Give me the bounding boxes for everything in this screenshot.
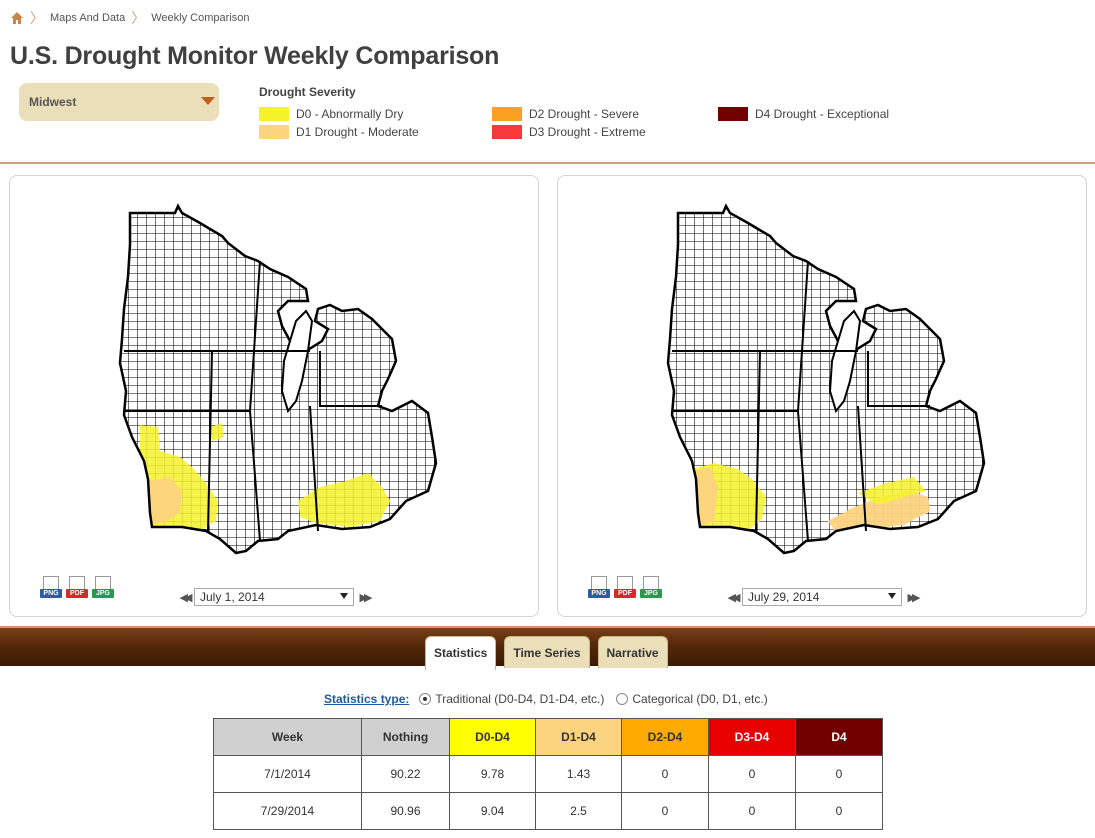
header-d0-d4: D0-D4 xyxy=(449,718,536,756)
chevron-right-icon: 〉 xyxy=(30,10,44,26)
home-icon[interactable] xyxy=(10,11,24,25)
drought-map-right[interactable] xyxy=(658,201,998,561)
tab-time-series[interactable]: Time Series xyxy=(504,636,590,668)
export-jpg-button[interactable]: JPG xyxy=(640,576,662,600)
map-panel-left: PNG PDF JPG ◀◀ July 1, 2014 ▶▶ xyxy=(9,175,539,617)
legend-label-d3: D3 Drought - Extreme xyxy=(529,125,646,139)
export-buttons-right: PNG PDF JPG xyxy=(588,576,662,600)
radio-categorical[interactable] xyxy=(616,693,629,705)
cell-d1-d4: 1.43 xyxy=(535,755,622,793)
date-nav-right: ◀◀ July 29, 2014 ▶▶ xyxy=(724,588,920,606)
breadcrumb: 〉 Maps And Data 〉 Weekly Comparison xyxy=(10,10,249,26)
cell-week: 7/1/2014 xyxy=(213,755,362,793)
tab-statistics[interactable]: Statistics xyxy=(425,636,497,670)
dropdown-arrow-icon xyxy=(201,97,215,105)
legend-swatch-d1 xyxy=(259,125,289,139)
export-png-button[interactable]: PNG xyxy=(588,576,610,600)
cell-d2-d4: 0 xyxy=(621,792,709,830)
legend-swatch-d2 xyxy=(492,107,522,121)
page-title: U.S. Drought Monitor Weekly Comparison xyxy=(10,42,500,70)
export-pdf-button[interactable]: PDF xyxy=(614,576,636,600)
cell-week: 7/29/2014 xyxy=(213,792,362,830)
legend-item-d3: D3 Drought - Extreme xyxy=(492,125,646,139)
date-select-left-value: July 1, 2014 xyxy=(200,590,265,604)
legend-item-d1: D1 Drought - Moderate xyxy=(259,125,419,139)
cell-d0-d4: 9.04 xyxy=(449,792,536,830)
map-panel-right: PNG PDF JPG ◀◀ July 29, 2014 ▶▶ xyxy=(557,175,1087,617)
radio-traditional[interactable] xyxy=(419,693,432,705)
date-nav-left: ◀◀ July 1, 2014 ▶▶ xyxy=(176,588,372,606)
dropdown-arrow-icon xyxy=(888,593,896,599)
jpg-icon: JPG xyxy=(640,589,662,598)
header-nothing: Nothing xyxy=(361,718,450,756)
cell-d2-d4: 0 xyxy=(621,755,709,793)
pdf-icon: PDF xyxy=(66,589,88,598)
cell-d1-d4: 2.5 xyxy=(535,792,622,830)
table-row: 7/1/2014 90.22 9.78 1.43 0 0 0 xyxy=(213,755,883,793)
prev-week-icon[interactable]: ◀◀ xyxy=(727,591,741,604)
dropdown-arrow-icon xyxy=(340,593,348,599)
export-pdf-button[interactable]: PDF xyxy=(66,576,88,600)
legend-title: Drought Severity xyxy=(259,85,356,99)
statistics-type-label[interactable]: Statistics type: xyxy=(324,692,410,706)
pdf-icon: PDF xyxy=(614,589,636,598)
drought-severity-legend: Drought Severity xyxy=(259,85,356,107)
divider xyxy=(0,162,1095,164)
legend-swatch-d4 xyxy=(718,107,748,121)
header-week: Week xyxy=(213,718,362,756)
statistics-table: Week Nothing D0-D4 D1-D4 D2-D4 D3-D4 D4 … xyxy=(213,718,883,830)
table-row: 7/29/2014 90.96 9.04 2.5 0 0 0 xyxy=(213,792,883,830)
legend-item-d2: D2 Drought - Severe xyxy=(492,107,639,121)
export-buttons-left: PNG PDF JPG xyxy=(40,576,114,600)
png-icon: PNG xyxy=(588,589,610,598)
header-d2-d4: D2-D4 xyxy=(621,718,709,756)
legend-label-d0: D0 - Abnormally Dry xyxy=(296,107,404,121)
legend-label-d2: D2 Drought - Severe xyxy=(529,107,640,121)
header-d1-d4: D1-D4 xyxy=(535,718,622,756)
cell-d3-d4: 0 xyxy=(708,792,796,830)
statistics-type-traditional[interactable]: Traditional (D0-D4, D1-D4, etc.) xyxy=(419,692,604,706)
next-week-icon[interactable]: ▶▶ xyxy=(359,591,373,604)
cell-d0-d4: 9.78 xyxy=(449,755,536,793)
export-jpg-button[interactable]: JPG xyxy=(92,576,114,600)
legend-swatch-d3 xyxy=(492,125,522,139)
next-week-icon[interactable]: ▶▶ xyxy=(907,591,921,604)
date-select-right[interactable]: July 29, 2014 xyxy=(742,588,902,606)
chevron-right-icon: 〉 xyxy=(131,10,146,26)
cell-d4: 0 xyxy=(795,792,883,830)
region-select[interactable]: Midwest xyxy=(19,83,219,121)
cell-nothing: 90.96 xyxy=(361,792,450,830)
export-png-button[interactable]: PNG xyxy=(40,576,62,600)
header-d3-d4: D3-D4 xyxy=(708,718,796,756)
statistics-type: Statistics type: Traditional (D0-D4, D1-… xyxy=(324,692,780,706)
statistics-type-categorical[interactable]: Categorical (D0, D1, etc.) xyxy=(616,692,768,706)
radio-traditional-label: Traditional (D0-D4, D1-D4, etc.) xyxy=(435,692,605,706)
png-icon: PNG xyxy=(40,589,62,598)
legend-item-d4: D4 Drought - Exceptional xyxy=(718,107,889,121)
legend-swatch-d0 xyxy=(259,107,289,121)
tab-narrative[interactable]: Narrative xyxy=(597,636,668,668)
drought-map-left[interactable] xyxy=(110,201,450,561)
date-select-right-value: July 29, 2014 xyxy=(748,590,820,604)
tabs: Statistics Time Series Narrative xyxy=(425,636,668,670)
cell-nothing: 90.22 xyxy=(361,755,450,793)
legend-item-d0: D0 - Abnormally Dry xyxy=(259,107,403,121)
legend-label-d4: D4 Drought - Exceptional xyxy=(755,107,890,121)
prev-week-icon[interactable]: ◀◀ xyxy=(179,591,193,604)
cell-d4: 0 xyxy=(795,755,883,793)
breadcrumb-weekly-comparison: Weekly Comparison xyxy=(151,12,250,24)
legend-label-d1: D1 Drought - Moderate xyxy=(296,125,419,139)
region-select-value: Midwest xyxy=(29,95,77,109)
breadcrumb-maps-and-data[interactable]: Maps And Data xyxy=(50,12,126,24)
radio-categorical-label: Categorical (D0, D1, etc.) xyxy=(632,692,768,706)
date-select-left[interactable]: July 1, 2014 xyxy=(194,588,354,606)
cell-d3-d4: 0 xyxy=(708,755,796,793)
table-header-row: Week Nothing D0-D4 D1-D4 D2-D4 D3-D4 D4 xyxy=(213,718,883,756)
jpg-icon: JPG xyxy=(92,589,114,598)
header-d4: D4 xyxy=(795,718,883,756)
